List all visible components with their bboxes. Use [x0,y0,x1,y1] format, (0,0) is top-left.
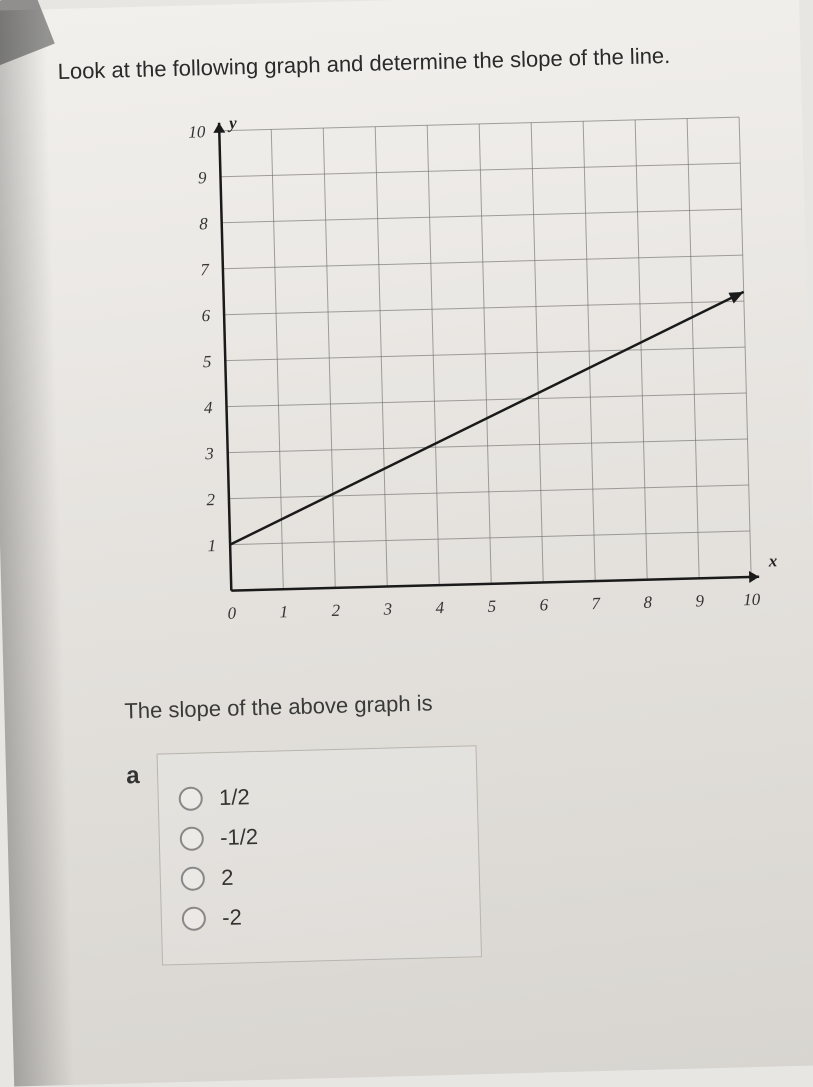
svg-text:10: 10 [743,590,761,609]
svg-text:0: 0 [227,603,236,622]
svg-text:1: 1 [207,536,216,555]
svg-text:3: 3 [382,599,392,618]
svg-text:4: 4 [204,398,213,417]
svg-text:x: x [767,551,777,570]
svg-text:5: 5 [203,352,212,371]
option-row[interactable]: 2 [181,859,460,892]
svg-text:6: 6 [539,595,548,614]
radio-icon[interactable] [182,906,207,931]
option-label: -2 [222,904,242,931]
svg-text:10: 10 [188,122,206,141]
option-row[interactable]: 1/2 [179,779,458,812]
options-box: 1/2 -1/2 2 -2 [157,745,482,965]
svg-text:9: 9 [198,168,207,187]
svg-text:4: 4 [435,598,444,617]
svg-text:2: 2 [331,601,340,620]
svg-text:9: 9 [695,591,704,610]
svg-text:3: 3 [204,444,214,463]
radio-icon[interactable] [179,786,204,811]
answer-block: a 1/2 -1/2 2 -2 [126,737,784,966]
option-row[interactable]: -2 [182,899,461,932]
sub-prompt: The slope of the above graph is [124,681,777,724]
svg-text:8: 8 [199,214,208,233]
option-row[interactable]: -1/2 [180,819,459,852]
svg-text:1: 1 [279,602,288,621]
chart-container: 0 1 2 3 4 5 6 7 8 9 10 1 2 3 4 5 6 7 8 9 10 x y [169,97,776,647]
option-label: -1/2 [220,824,259,851]
option-label: 2 [221,865,234,891]
svg-text:6: 6 [201,306,210,325]
slope-chart: 0 1 2 3 4 5 6 7 8 9 10 1 2 3 4 5 6 7 8 9 10 x y [169,96,783,642]
question-letter: a [126,762,140,790]
svg-text:7: 7 [591,594,601,613]
worksheet-page: Look at the following graph and determin… [0,0,813,1086]
binding-shadow [0,9,74,1086]
svg-text:7: 7 [200,260,210,279]
option-label: 1/2 [219,784,250,811]
radio-icon[interactable] [180,826,205,851]
radio-icon[interactable] [181,866,206,891]
svg-text:5: 5 [487,597,496,616]
question-prompt: Look at the following graph and determin… [57,41,760,85]
svg-text:2: 2 [206,490,215,509]
svg-text:y: y [227,113,237,132]
page-corner-fold [0,0,55,73]
svg-text:8: 8 [643,593,652,612]
